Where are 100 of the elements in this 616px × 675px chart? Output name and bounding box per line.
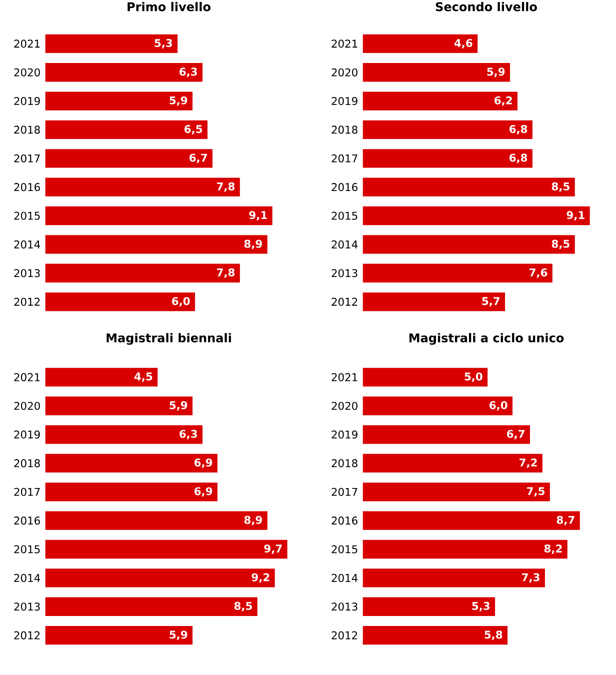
y-tick-label: 2017	[332, 488, 358, 496]
y-tick-label: 2019	[332, 430, 358, 439]
y-tick-label: 2015	[332, 212, 358, 220]
y-tick-label: 2014	[14, 574, 40, 582]
bar	[45, 92, 192, 110]
bar	[45, 482, 218, 502]
y-tick-label: 2015	[14, 545, 40, 554]
y-tick-label: 2018	[14, 459, 40, 468]
chart-title: Magistrali a ciclo unico	[409, 333, 564, 345]
y-tick-label: 2013	[332, 269, 358, 278]
bar	[45, 368, 158, 387]
data-label: 8,5	[234, 602, 252, 612]
data-label: 5,9	[170, 96, 187, 106]
y-tick-label: 2015	[14, 212, 40, 220]
y-tick-label: 2013	[14, 602, 40, 611]
y-tick-label: 2019	[332, 97, 358, 106]
bar	[362, 120, 532, 140]
y-tick-label: 2016	[14, 516, 40, 525]
y-tick-label: 2021	[332, 40, 357, 48]
data-label: 5,9	[170, 401, 187, 411]
y-tick-label: 2016	[332, 516, 358, 525]
y-tick-label: 2018	[14, 126, 40, 134]
data-label: 6,8	[509, 154, 527, 164]
data-label: 8,9	[244, 516, 262, 526]
data-label: 5,8	[484, 630, 502, 640]
data-label: 6,8	[509, 124, 527, 134]
bar	[45, 235, 268, 254]
y-tick-label: 2019	[14, 430, 40, 439]
data-label: 7,2	[519, 458, 537, 468]
y-tick-label: 2020	[332, 68, 358, 76]
data-label: 5,9	[487, 68, 504, 78]
data-label: 4,5	[134, 372, 152, 382]
bar	[45, 511, 268, 530]
bar	[362, 368, 488, 387]
data-label: 9,1	[566, 211, 584, 220]
bar	[362, 425, 530, 444]
y-tick-label: 2021	[332, 373, 357, 382]
data-label: 8,9	[244, 240, 262, 250]
data-label: 5,3	[472, 602, 490, 612]
data-label: 6,0	[489, 401, 508, 411]
y-tick-label: 2012	[332, 298, 357, 306]
data-label: 8,5	[552, 240, 570, 250]
bar	[362, 235, 575, 254]
bar	[362, 482, 550, 502]
y-tick-label: 2021	[14, 373, 40, 382]
data-label: 7,3	[522, 573, 540, 583]
data-label: 6,0	[172, 297, 190, 307]
y-tick-label: 2014	[332, 240, 358, 248]
data-label: 6,2	[494, 96, 512, 106]
y-tick-label: 2015	[332, 545, 358, 554]
bar	[362, 626, 508, 645]
y-tick-label: 2017	[14, 154, 40, 162]
y-tick-label: 2021	[14, 40, 40, 48]
data-label: 6,9	[194, 458, 212, 468]
bar	[362, 511, 580, 530]
bar	[362, 597, 495, 616]
data-label: 7,6	[529, 268, 547, 278]
bar	[45, 396, 192, 416]
bar	[45, 120, 208, 140]
y-tick-label: 2019	[14, 97, 40, 106]
bar	[362, 178, 575, 196]
y-tick-label: 2018	[332, 459, 358, 468]
chart-title: Secondo livello	[436, 2, 537, 12]
bar	[45, 149, 212, 168]
data-label: 6,5	[184, 125, 202, 134]
data-label: 6,3	[179, 430, 197, 440]
bar	[362, 34, 478, 54]
bar	[362, 92, 518, 110]
bar	[45, 454, 218, 473]
data-label: 9,2	[252, 573, 270, 583]
data-label: 5,0	[464, 372, 482, 382]
y-tick-label: 2012	[332, 631, 357, 640]
bar	[362, 292, 505, 312]
bar	[362, 396, 512, 416]
bar	[362, 540, 568, 559]
data-label: 8,7	[556, 516, 574, 526]
data-label: 9,1	[249, 211, 267, 220]
data-label: 6,9	[194, 487, 212, 497]
data-label: 6,7	[506, 430, 524, 440]
data-label: 9,7	[264, 544, 282, 554]
y-tick-label: 2017	[14, 488, 40, 496]
bar	[362, 206, 590, 226]
bar	[45, 568, 275, 588]
bar	[45, 425, 202, 444]
data-label: 7,8	[216, 182, 234, 192]
y-tick-label: 2013	[14, 269, 40, 278]
chart-title: Primo livello	[127, 2, 210, 12]
bar	[45, 34, 178, 54]
data-label: 8,5	[552, 182, 570, 192]
y-tick-label: 2016	[332, 183, 358, 192]
bar	[45, 626, 192, 645]
bar	[45, 63, 202, 82]
y-tick-label: 2017	[332, 154, 358, 162]
bar	[45, 292, 195, 312]
bar	[362, 149, 532, 168]
bar	[362, 264, 552, 282]
data-label: 6,7	[189, 154, 207, 164]
bar	[45, 178, 240, 196]
bar	[45, 206, 272, 226]
bar	[362, 63, 510, 82]
